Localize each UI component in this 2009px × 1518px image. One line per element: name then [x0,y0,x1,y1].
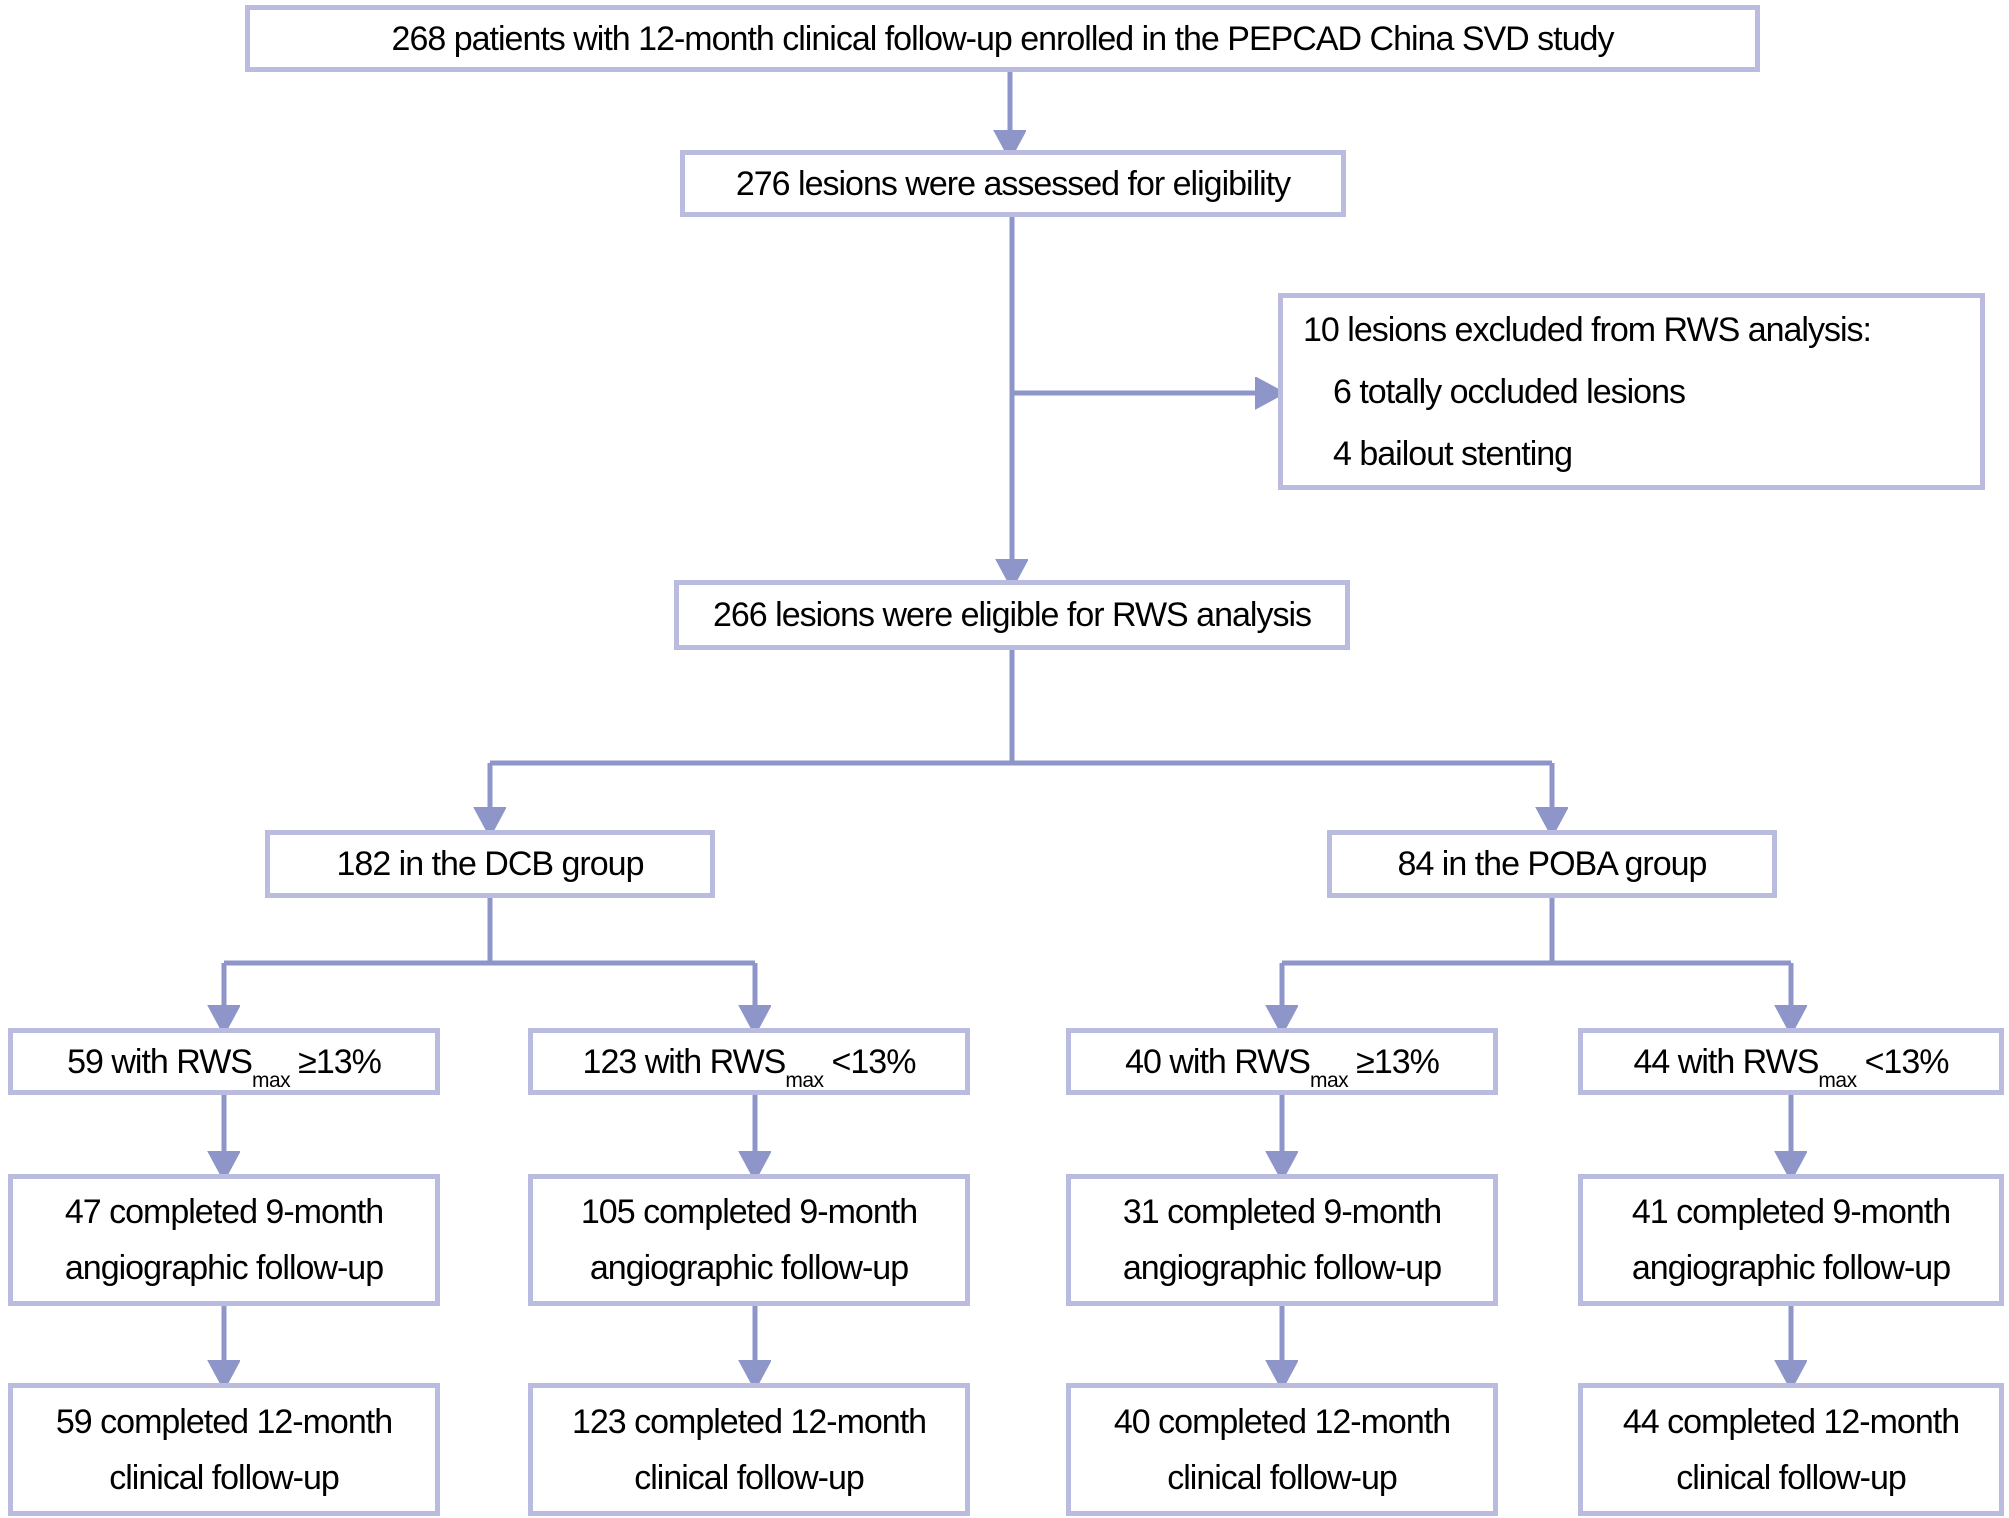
node-poba-rws-max-lt-13: 44 with RWSmax <13% [1578,1028,2004,1095]
rws-subscript: max [785,1069,824,1093]
node-label: 123 completed 12-month clinical follow-u… [571,1402,927,1497]
node-dcb-rws-max-lt-13: 123 with RWSmax <13% [528,1028,970,1095]
rws-subscript: max [1309,1069,1349,1093]
connector-eligible-split [490,650,1552,766]
node-label: 84 in the POBA group [1397,845,1708,883]
excluded-title: 10 lesions excluded from RWS analysis: [1303,310,1872,349]
node-label: 31 completed 9-month angiographic follow… [1122,1193,1442,1287]
node-label: 47 completed 9-month angiographic follow… [64,1193,384,1287]
node-label: 59 completed 12-month clinical follow-up [55,1402,393,1497]
node-lesions-assessed: 276 lesions were assessed for eligibilit… [680,150,1346,217]
node-dcb-low-clinical-followup: 123 completed 12-month clinical follow-u… [528,1383,970,1516]
rws-comparison: <13% [1864,1042,1950,1081]
rws-prefix: 44 with RWS [1633,1042,1820,1081]
node-dcb-low-angio-followup: 105 completed 9-month angiographic follo… [528,1174,970,1306]
node-label: 44 completed 12-month clinical follow-up [1622,1402,1960,1497]
node-dcb-group: 182 in the DCB group [265,830,715,898]
rws-prefix: 59 with RWS [67,1042,253,1081]
rws-comparison: <13% [831,1042,917,1081]
node-label: 59 with RWSmax ≥13% [67,1034,382,1093]
excluded-reason-bailout: 4 bailout stenting [1333,434,1573,473]
node-label: 105 completed 9-month angiographic follo… [580,1193,918,1287]
node-poba-low-clinical-followup: 44 completed 12-month clinical follow-up [1578,1383,2004,1516]
node-label: 41 completed 9-month angiographic follow… [1631,1193,1951,1287]
node-poba-high-clinical-followup: 40 completed 12-month clinical follow-up [1066,1383,1498,1516]
node-label: 268 patients with 12-month clinical foll… [391,19,1615,58]
connector-dcb-split [224,898,755,966]
node-poba-group: 84 in the POBA group [1327,830,1777,898]
rws-prefix: 40 with RWS [1125,1042,1311,1081]
node-dcb-rws-max-ge-13: 59 with RWSmax ≥13% [8,1028,440,1095]
connector-poba-split [1282,898,1791,966]
node-label: 123 with RWSmax <13% [582,1034,917,1093]
excluded-reason-occluded: 6 totally occluded lesions [1333,372,1686,411]
rws-subscript: max [251,1069,291,1093]
rws-comparison: ≥13% [1356,1042,1440,1081]
node-label: 40 completed 12-month clinical follow-up [1113,1402,1451,1497]
node-poba-high-angio-followup: 31 completed 9-month angiographic follow… [1066,1174,1498,1306]
rws-comparison: ≥13% [298,1042,382,1081]
node-dcb-high-clinical-followup: 59 completed 12-month clinical follow-up [8,1383,440,1516]
node-label: 276 lesions were assessed for eligibilit… [735,164,1291,203]
node-label: 44 with RWSmax <13% [1633,1034,1950,1093]
node-enrolled-patients: 268 patients with 12-month clinical foll… [245,5,1760,72]
node-lesions-excluded: 10 lesions excluded from RWS analysis: 6… [1278,293,1985,490]
node-label: 182 in the DCB group [336,845,645,883]
rws-prefix: 123 with RWS [582,1042,787,1081]
node-label: 266 lesions were eligible for RWS analys… [712,596,1312,634]
rws-subscript: max [1818,1069,1857,1093]
node-lesions-eligible: 266 lesions were eligible for RWS analys… [674,580,1350,650]
node-poba-low-angio-followup: 41 completed 9-month angiographic follow… [1578,1174,2004,1306]
node-label: 40 with RWSmax ≥13% [1125,1034,1440,1093]
node-poba-rws-max-ge-13: 40 with RWSmax ≥13% [1066,1028,1498,1095]
node-dcb-high-angio-followup: 47 completed 9-month angiographic follow… [8,1174,440,1306]
